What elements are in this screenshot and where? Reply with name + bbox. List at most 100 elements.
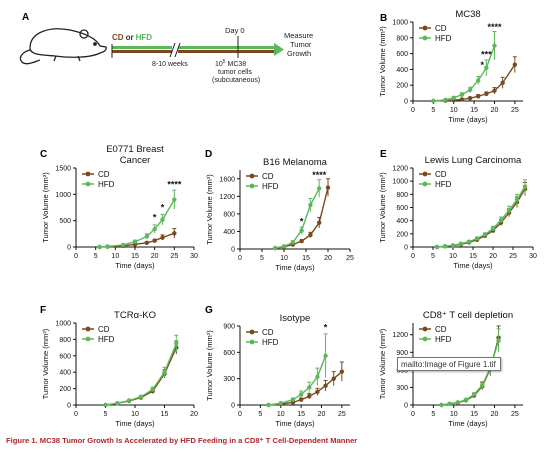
x-tick-label: 10	[111, 253, 119, 260]
legend-marker-cd	[85, 171, 91, 177]
data-point	[162, 370, 167, 375]
y-axis-label: Tumor Volume (mm³)	[378, 172, 387, 243]
y-tick-label: 0	[404, 245, 408, 252]
data-point	[482, 232, 488, 237]
legend-label-cd: CD	[98, 170, 110, 179]
legend-marker-hfd	[85, 181, 91, 187]
y-axis-label: Tumor Volume (mm³)	[205, 330, 214, 401]
legend-marker-hfd	[249, 339, 255, 345]
y-tick-label: 1200	[392, 332, 408, 339]
legend-marker-cd	[249, 173, 255, 179]
x-tick-label: 5	[94, 253, 98, 260]
y-tick-label: 1000	[55, 321, 71, 328]
y-tick-label: 0	[404, 99, 408, 106]
data-point	[298, 397, 304, 402]
cells-label-line3: (subcutaneous)	[212, 77, 260, 84]
y-axis-label: Tumor Volume (mm³)	[378, 328, 387, 399]
y-tick-label: 300	[223, 376, 235, 383]
series-cd	[273, 178, 331, 251]
data-point	[496, 338, 501, 343]
panel-letter: F	[40, 305, 46, 316]
chart-title: Cancer	[120, 155, 151, 166]
data-point	[97, 244, 102, 250]
data-point	[459, 92, 465, 97]
x-tick-label: 10	[450, 107, 458, 114]
y-tick-label: 600	[59, 353, 71, 360]
x-axis-label: Time (days)	[115, 261, 155, 270]
y-tick-label: 200	[396, 231, 408, 238]
significance-mark: ***	[481, 50, 492, 60]
timeline-cd-bar	[112, 50, 274, 53]
data-point	[325, 185, 331, 190]
series-hfd	[434, 179, 528, 250]
y-axis-label: Tumor Volume (mm³)	[205, 174, 214, 245]
data-point	[490, 226, 496, 231]
series-line	[268, 371, 343, 406]
x-tick-label: 25	[346, 255, 354, 262]
y-tick-label: 900	[396, 350, 408, 357]
y-axis-label: Tumor Volume (mm³)	[41, 172, 50, 243]
data-point	[138, 394, 144, 399]
legend-label-hfd: HFD	[98, 335, 115, 344]
data-point	[308, 202, 313, 208]
x-tick-label: 5	[431, 253, 435, 260]
data-point	[315, 389, 320, 395]
data-point	[308, 232, 313, 238]
chart-G: G Isotype 0 5 10 15 20 25 0 300 600 900 Time (days) T…	[205, 305, 350, 428]
x-tick-label: 25	[511, 107, 519, 114]
y-tick-label: 1000	[392, 179, 408, 186]
legend-marker-cd	[422, 326, 428, 332]
x-tick-label: 20	[318, 411, 326, 418]
y-tick-label: 1000	[392, 20, 408, 27]
legend-label-cd: CD	[435, 325, 447, 334]
series-hfd	[431, 30, 497, 104]
data-point	[323, 383, 328, 388]
y-tick-label: 1500	[55, 166, 71, 173]
x-tick-label: 20	[491, 411, 499, 418]
link-tooltip[interactable]: mailto:Image of Figure 1.tif	[397, 357, 501, 371]
timeline-break	[172, 43, 178, 57]
data-point	[484, 65, 489, 71]
chart-D: D B16 Melanoma 0 5 10 15 20 25 0 400 800 1200 1600 Ti…	[205, 149, 354, 272]
data-point	[115, 401, 120, 406]
series-cd	[266, 361, 345, 408]
cells-label-line2: tumor cells	[218, 69, 252, 76]
data-point	[174, 341, 179, 346]
data-point	[281, 244, 287, 249]
data-point	[132, 239, 138, 244]
data-point	[498, 217, 504, 223]
y-tick-label: 300	[396, 385, 408, 392]
legend-marker-hfd	[422, 35, 428, 41]
y-tick-label: 800	[396, 35, 408, 42]
y-tick-label: 600	[396, 51, 408, 58]
data-point	[467, 87, 473, 93]
y-tick-label: 800	[59, 337, 71, 344]
x-tick-label: 0	[411, 411, 415, 418]
significance-mark: *	[300, 216, 304, 226]
x-tick-label: 10	[449, 253, 457, 260]
data-point	[492, 88, 497, 93]
series-line	[275, 188, 320, 249]
data-point	[290, 397, 296, 402]
data-point	[290, 240, 295, 245]
data-point	[484, 91, 489, 97]
panel-a: A CD or HFD Day 0 8-10 weeks 105 MC38 tumo…	[19, 12, 313, 84]
significance-mark: *	[481, 60, 485, 70]
legend-label-hfd: HFD	[435, 335, 452, 344]
data-point	[506, 207, 512, 213]
measure-label-line2: Tumor	[290, 40, 312, 49]
legend-label-hfd: HFD	[435, 180, 452, 189]
y-tick-label: 0	[231, 403, 235, 410]
x-tick-label: 0	[238, 411, 242, 418]
panel-letter: E	[380, 149, 387, 160]
data-point	[463, 397, 469, 402]
legend-label-hfd: HFD	[262, 182, 279, 191]
data-point	[492, 43, 497, 48]
legend-label-cd: CD	[435, 170, 447, 179]
series-hfd	[97, 189, 177, 250]
y-tick-label: 0	[404, 403, 408, 410]
legend-label-hfd: HFD	[98, 180, 115, 189]
y-axis-label: Tumor Volume (mm³)	[41, 328, 50, 399]
chart-title: CD8⁺ T cell depletion	[423, 310, 513, 321]
